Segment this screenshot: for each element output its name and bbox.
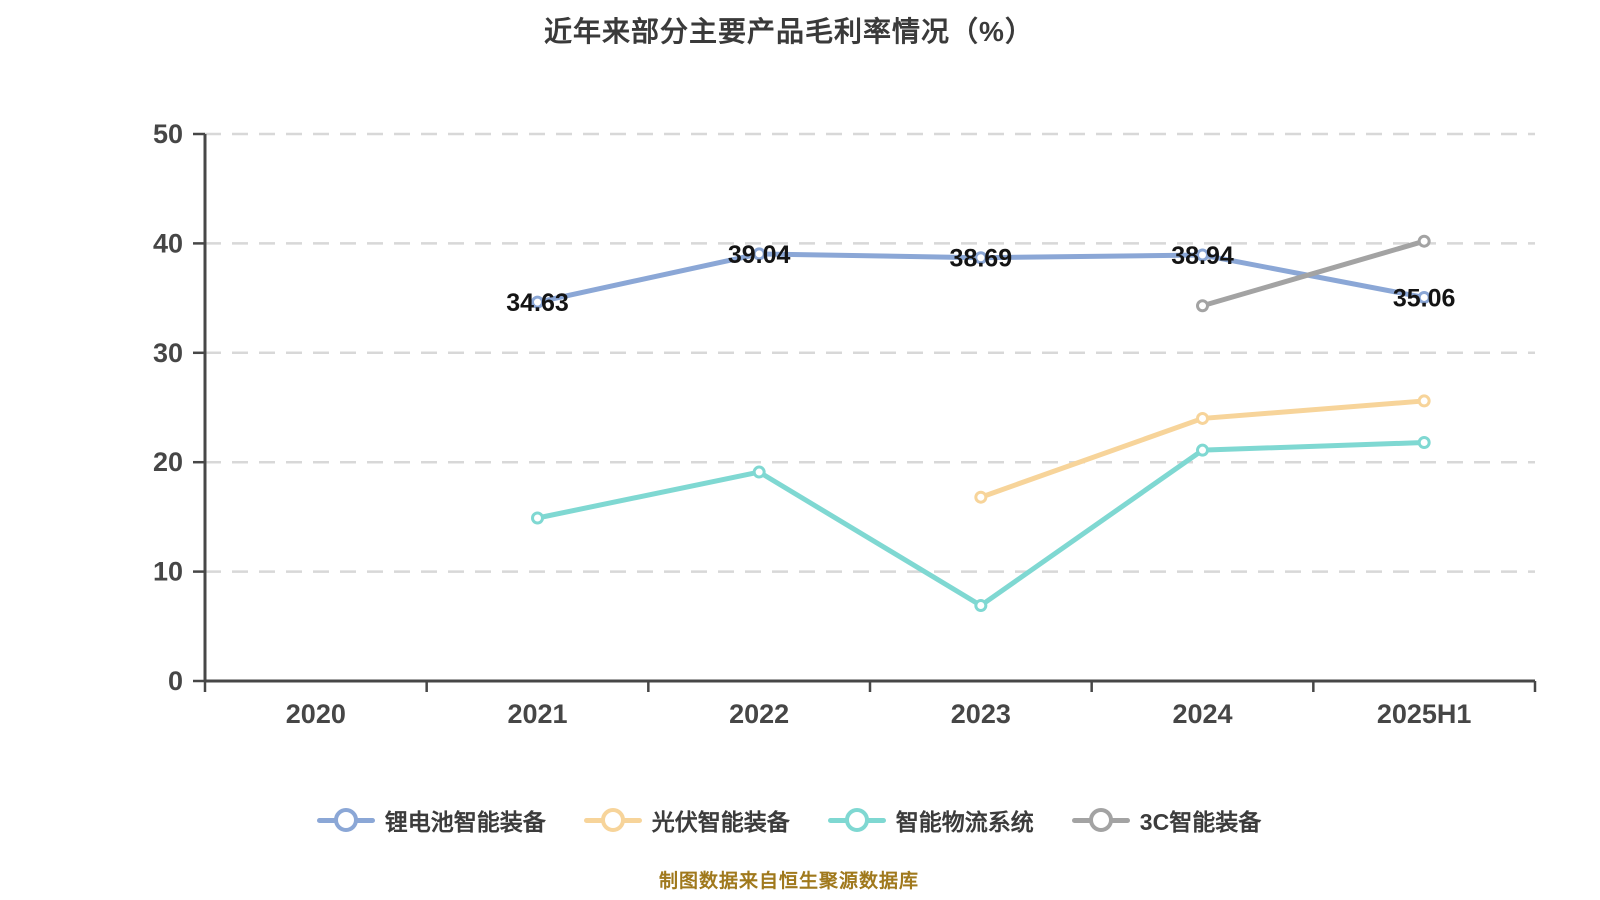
- data-label-li-battery-equipment: 34.63: [506, 289, 569, 317]
- legend-item-logistics-system[interactable]: 智能物流系统: [827, 803, 1034, 837]
- data-point-li-battery-equipment: [752, 247, 766, 261]
- data-point-logistics-system: [531, 511, 544, 525]
- legend-marker-circle: [600, 808, 625, 832]
- legend-line-circle-icon: [316, 806, 375, 834]
- data-point-pv-equipment: [1417, 394, 1431, 408]
- data-point-pv-equipment: [1196, 411, 1209, 425]
- data-point-li-battery-equipment: [531, 295, 544, 309]
- legend-item-pv-equipment[interactable]: 光伏智能装备: [583, 803, 790, 837]
- data-source-note: 制图数据来自恒生聚源数据库: [658, 871, 919, 892]
- legend-label: 3C智能装备: [1139, 809, 1262, 835]
- chart-legend: 锂电池智能装备 光伏智能装备 智能物流系统 3C智能装备: [0, 800, 1578, 840]
- line-chart-plot-area: 0 10 20 30 40 50 2020 2021 2022 2023 2024 2025H1 34.…: [153, 119, 1537, 729]
- y-axis-tick-label: 10: [153, 557, 183, 587]
- legend-line-circle-icon: [583, 806, 642, 834]
- chart-title: 近年来部分主要产品毛利率情况（%）: [544, 16, 1034, 47]
- data-point-logistics-system: [974, 599, 988, 613]
- x-axis-tick-label: 2022: [729, 699, 789, 729]
- x-axis-tick-label: 2023: [951, 699, 1011, 729]
- y-axis-tick-label: 0: [168, 666, 183, 696]
- data-point-li-battery-equipment: [1417, 290, 1431, 304]
- data-label-li-battery-equipment: 38.69: [950, 245, 1013, 273]
- data-point-li-battery-equipment: [974, 251, 988, 265]
- data-point-3c-equipment: [1417, 234, 1431, 248]
- series-line-3c-equipment: [1200, 238, 1427, 309]
- legend-line-circle-icon: [1071, 806, 1130, 834]
- legend-item-3c-equipment[interactable]: 3C智能装备: [1071, 803, 1262, 837]
- legend-label: 智能物流系统: [895, 809, 1034, 835]
- data-label-li-battery-equipment: 39.04: [728, 241, 791, 269]
- legend-item-li-battery-equipment[interactable]: 锂电池智能装备: [316, 803, 546, 837]
- legend-marker-circle: [844, 808, 869, 832]
- y-axis-tick-label: 20: [153, 447, 183, 477]
- legend-label: 光伏智能装备: [651, 809, 790, 835]
- data-point-pv-equipment: [974, 490, 988, 504]
- legend-marker-circle: [333, 808, 358, 832]
- data-point-li-battery-equipment: [1196, 248, 1209, 262]
- data-label-li-battery-equipment: 35.06: [1393, 284, 1456, 312]
- data-point-logistics-system: [1417, 436, 1431, 450]
- legend-label: 锂电池智能装备: [384, 809, 546, 835]
- series-line-logistics-system: [535, 440, 1427, 609]
- data-point-3c-equipment: [1196, 299, 1209, 313]
- x-axis-tick-label: 2024: [1172, 699, 1232, 729]
- data-label-li-battery-equipment: 38.94: [1171, 242, 1234, 270]
- y-axis-tick-label: 30: [153, 338, 183, 368]
- data-point-logistics-system: [752, 465, 766, 479]
- y-axis-tick-label: 40: [153, 228, 183, 258]
- data-point-logistics-system: [1196, 443, 1209, 457]
- legend-marker-circle: [1088, 808, 1113, 832]
- x-axis-tick-label: 2020: [286, 699, 346, 729]
- y-axis-tick-label: 50: [153, 119, 183, 149]
- x-axis-tick-label: 2025H1: [1377, 699, 1472, 729]
- legend-line-circle-icon: [827, 806, 886, 834]
- x-axis-tick-label: 2021: [507, 699, 567, 729]
